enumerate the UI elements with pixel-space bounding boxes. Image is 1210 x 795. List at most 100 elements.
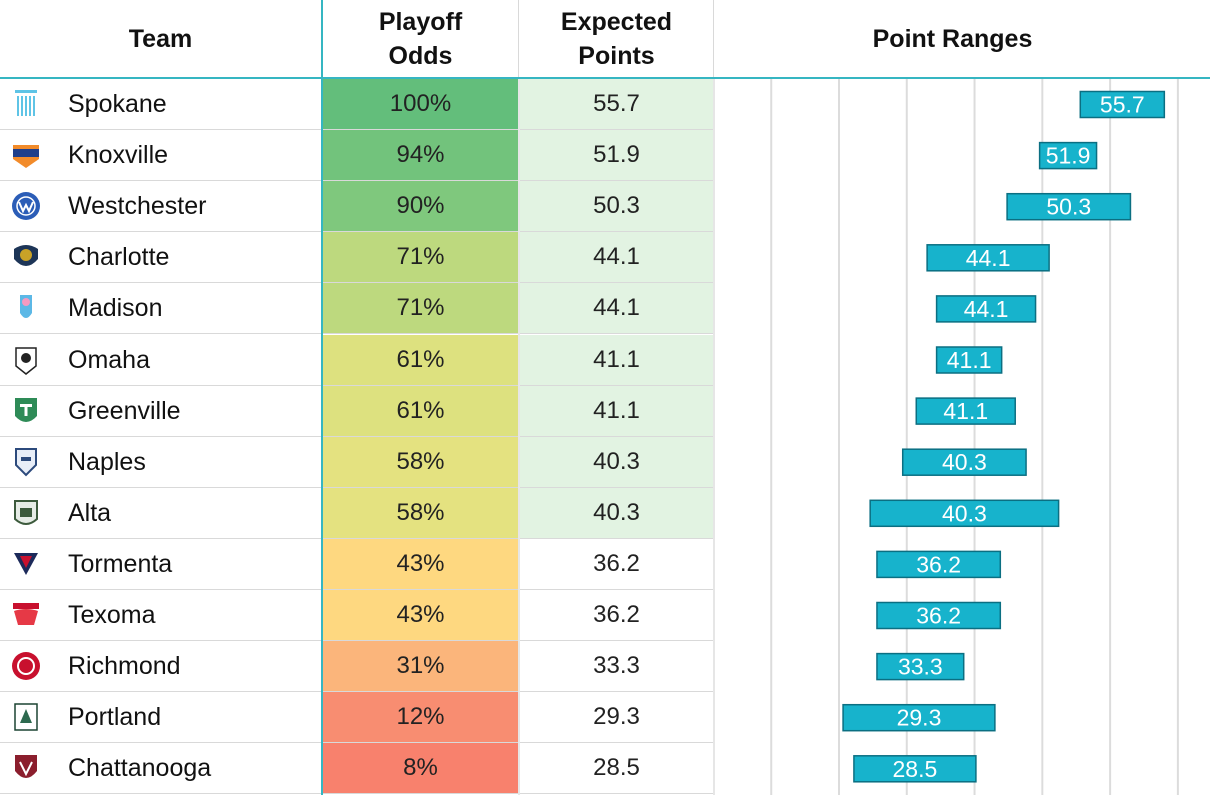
expected-points-cell: 55.7 [520,79,713,129]
point-range-bar [876,550,1002,579]
team-name: Greenville [68,396,181,425]
row-separator [0,640,715,641]
portland-logo-icon [14,703,38,731]
header-team-label: Team [128,25,193,53]
playoff-odds-cell: 100% [323,79,518,129]
table-row: Madison 71% 44.1 [0,283,715,335]
team-name: Richmond [68,652,181,681]
expected-points-cell: 44.1 [520,232,713,283]
expected-points-cell: 41.1 [520,334,713,385]
playoff-odds-cell: 61% [323,334,518,385]
richmond-logo-icon [12,652,40,681]
row-separator [0,742,715,744]
header-divider [518,0,519,78]
table-row: Alta 58% 40.3 [0,487,715,539]
playoff-odds-cell: 8% [323,743,518,794]
playoff-odds-cell: 58% [323,436,518,487]
team-name: Charlotte [68,243,170,272]
charlotte-logo-icon [14,245,38,267]
table-row: Richmond 31% 33.3 [0,641,715,693]
point-range-bar [876,652,965,681]
point-range-bar [935,346,1003,374]
header-points-line2: Points [578,42,655,70]
point-range-label: 33.3 [898,654,943,680]
row-separator [0,793,715,795]
expected-points-cell: 50.3 [520,181,713,232]
header-points-line1: Expected [560,8,673,36]
row-separator [0,282,715,284]
omaha-logo-icon [15,346,37,375]
team-name: Spokane [68,90,167,118]
point-range-label: 29.3 [897,705,942,731]
point-range-bar [935,295,1037,323]
point-range-label: 36.2 [916,603,961,629]
header-playoff-odds: Playoff Odds [323,0,518,78]
team-name: Texoma [68,601,156,629]
table-row: Chattanooga 8% 28.5 [0,743,715,795]
expected-points-cell: 28.5 [593,754,640,782]
knoxville-logo-icon [13,145,39,169]
point-range-bar [1079,90,1166,119]
expected-points-cell: 41.1 [520,385,713,436]
expected-points-cell: 29.3 [593,703,640,731]
point-range-label: 40.3 [942,500,987,526]
playoff-odds-cell: 12% [323,692,518,743]
playoff-odds-cell: 94% [323,130,518,181]
table-row: Greenville 61% 41.1 [0,385,715,437]
table-row: Naples 58% 40.3 [0,436,715,488]
naples-logo-icon [15,447,37,477]
team-name: Madison [68,294,163,323]
header-point-ranges: Point Ranges [715,0,1190,78]
table-row: Spokane 100% 55.7 [0,79,715,130]
alta-logo-icon [14,499,38,525]
madison-logo-icon [20,295,32,319]
point-range-label: 51.9 [1046,143,1091,169]
team-name: Naples [68,447,146,476]
point-range-label: 41.1 [943,398,988,424]
row-separator [0,588,715,590]
team-name: Portland [68,703,162,732]
chattanooga-logo-icon [15,755,37,779]
playoff-odds-cell: 43% [323,590,518,640]
team-name: Tormenta [68,549,173,578]
point-range-bar [901,448,1027,476]
expected-points-cell: 40.3 [520,487,713,538]
row-separator [0,537,715,539]
team-name: Knoxville [68,141,169,170]
point-range-label: 44.1 [966,245,1011,271]
point-range-label: 44.1 [964,296,1009,322]
row-separator [0,129,715,130]
table-row: Portland 12% 29.3 [0,692,715,744]
point-range-bar [869,499,1060,528]
row-separator [0,333,715,335]
playoff-odds-cell: 71% [323,283,518,334]
point-range-label: 55.7 [1100,92,1145,118]
row-separator [0,180,715,182]
point-ranges-chart: 55.7 51.9 50.3 44.1 44.1 41.1 41.1 40.3 40.3 36.2… [770,79,1179,795]
point-range-bar [853,755,977,783]
point-range-bar [842,703,996,732]
texoma-logo-icon [13,603,39,625]
row-separator [0,435,715,437]
row-separator [0,486,715,488]
point-range-label: 50.3 [1046,194,1091,220]
table-row: Texoma 43% 36.2 [0,590,715,641]
row-separator [0,384,715,386]
team-column-divider [321,0,323,795]
playoff-odds-cell: 43% [323,538,518,589]
header-expected-points: Expected Points [520,0,713,78]
row-separator [0,691,715,693]
header-rule [0,77,1210,79]
expected-points-cell: 51.9 [520,130,713,181]
playoff-odds-cell: 71% [323,232,518,283]
point-range-bar [926,244,1050,272]
tormenta-logo-icon [14,552,38,575]
header-odds-line2: Odds [388,42,453,70]
column-divider [518,79,520,795]
row-separator [0,231,715,233]
team-name: Omaha [68,345,150,374]
expected-points-cell: 33.3 [593,652,640,680]
expected-points-cell: 40.3 [520,436,713,487]
header-ranges-label: Point Ranges [872,25,1033,53]
table-row: Westchester 90% 50.3 [0,181,715,233]
